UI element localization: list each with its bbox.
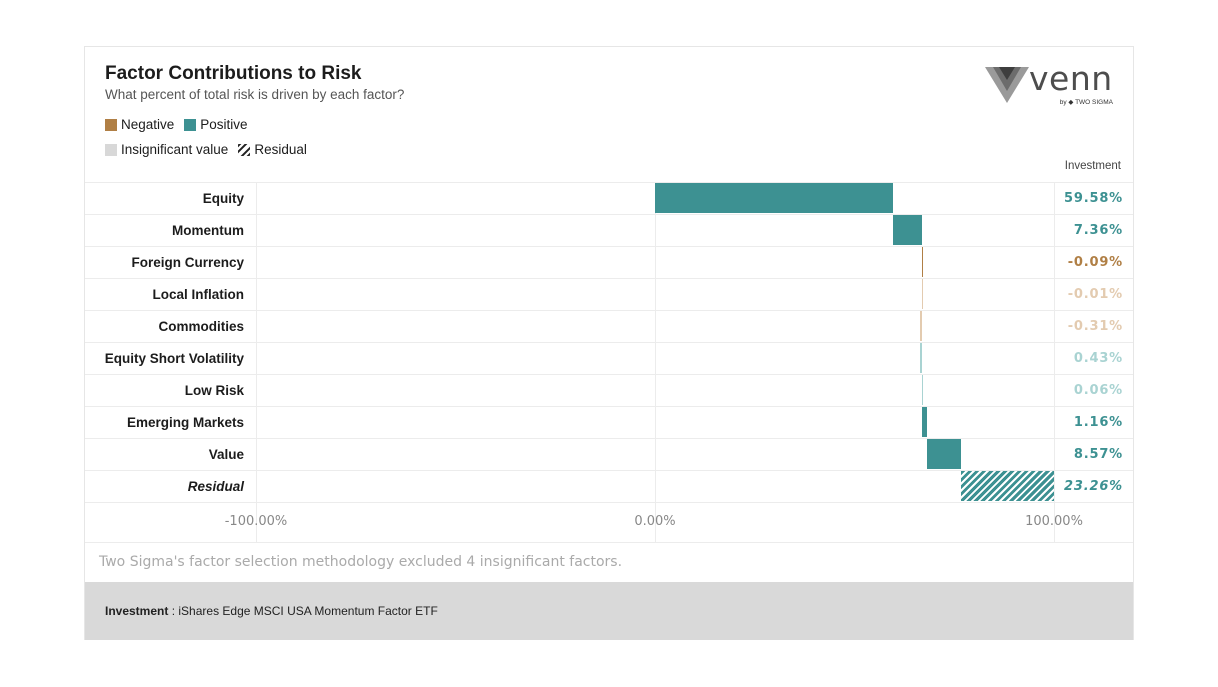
factor-label: Local Inflation — [152, 287, 244, 302]
bar-equity[interactable] — [655, 183, 893, 213]
logo-wordmark: venn — [1029, 59, 1113, 98]
bar-commodities[interactable] — [920, 311, 922, 341]
legend-insignificant-label: Insignificant value — [121, 142, 229, 157]
residual-hatch-icon — [238, 143, 251, 156]
factor-value: -0.01% — [1067, 287, 1123, 302]
factor-value: -0.31% — [1067, 319, 1123, 334]
factor-row[interactable]: Momentum 7.36% — [85, 214, 1133, 246]
gridline-1 — [655, 182, 656, 542]
venn-logo: venn by ◆ TWO SIGMA — [985, 59, 1115, 109]
factor-label: Residual — [187, 479, 244, 494]
footnote: Two Sigma's factor selection methodology… — [99, 554, 623, 570]
bar-momentum[interactable] — [892, 215, 923, 245]
factor-label: Foreign Currency — [131, 255, 244, 270]
legend-positive-label: Positive — [200, 117, 248, 132]
factor-value: 7.36% — [1073, 223, 1123, 238]
bar-value[interactable] — [927, 439, 962, 469]
column-header-investment: Investment — [1064, 160, 1121, 172]
chart-card: Factor Contributions to Risk What percen… — [84, 46, 1134, 640]
footer-separator: : — [168, 604, 179, 618]
bar-local-inflation[interactable] — [921, 279, 923, 309]
factor-row[interactable]: Value 8.57% — [85, 438, 1133, 470]
factor-value: 1.16% — [1073, 415, 1123, 430]
insignificant-swatch-icon — [105, 143, 117, 156]
factor-row[interactable]: Residual 23.26% — [85, 470, 1133, 502]
legend-insignificant[interactable]: Insignificant value — [105, 142, 228, 157]
factor-row[interactable]: Local Inflation -0.01% — [85, 278, 1133, 310]
x-tick-label: 0.00% — [634, 514, 676, 529]
factor-row[interactable]: Commodities -0.31% — [85, 310, 1133, 342]
footer-label: Investment — [105, 604, 169, 618]
venn-logo-icon — [985, 67, 1029, 103]
footer-bar: Investment : iShares Edge MSCI USA Momen… — [85, 582, 1133, 640]
factor-value: 8.57% — [1073, 447, 1123, 462]
legend-negative-label: Negative — [121, 117, 175, 132]
factor-value: 59.58% — [1064, 191, 1123, 206]
bar-emerging-markets[interactable] — [922, 407, 928, 437]
x-tick-label: -100.00% — [224, 514, 288, 529]
factor-label: Value — [208, 447, 244, 462]
factor-row[interactable]: Equity 59.58% — [85, 182, 1133, 214]
logo-byline: by ◆ TWO SIGMA — [1059, 99, 1113, 106]
chart-subtitle: What percent of total risk is driven by … — [105, 87, 405, 102]
factor-label: Emerging Markets — [126, 415, 244, 430]
gridline-2 — [1054, 182, 1055, 542]
legend-residual[interactable]: Residual — [238, 142, 307, 157]
factor-label: Momentum — [172, 223, 244, 238]
gridline-0 — [256, 182, 257, 542]
factor-label: Commodities — [158, 319, 244, 334]
bar-equity-short-volatility[interactable] — [920, 343, 923, 373]
factor-value: 0.06% — [1073, 383, 1123, 398]
factor-row[interactable]: Equity Short Volatility 0.43% — [85, 342, 1133, 374]
factor-label: Equity Short Volatility — [104, 351, 244, 366]
factor-value: -0.09% — [1067, 255, 1123, 270]
legend-row-1: Negative Positive — [105, 117, 258, 132]
bar-low-risk[interactable] — [922, 375, 924, 405]
factor-row[interactable]: Foreign Currency -0.09% — [85, 246, 1133, 278]
chart-title: Factor Contributions to Risk — [105, 63, 362, 84]
factor-label: Low Risk — [184, 383, 244, 398]
factor-value: 23.26% — [1064, 479, 1123, 494]
axis-bottom-border — [85, 542, 1133, 543]
positive-swatch-icon — [184, 118, 197, 131]
footer-investment-name: iShares Edge MSCI USA Momentum Factor ET… — [178, 604, 438, 618]
x-tick-label: 100.00% — [1025, 514, 1083, 529]
legend-positive[interactable]: Positive — [184, 117, 248, 132]
factor-label: Equity — [202, 191, 244, 206]
factor-row[interactable]: Low Risk 0.06% — [85, 374, 1133, 406]
legend-residual-label: Residual — [254, 142, 307, 157]
negative-swatch-icon — [105, 118, 117, 131]
legend-row-2: Insignificant value Residual — [105, 142, 317, 157]
legend-negative[interactable]: Negative — [105, 117, 174, 132]
factor-value: 0.43% — [1073, 351, 1123, 366]
factor-row[interactable]: Emerging Markets 1.16% — [85, 406, 1133, 438]
bar-foreign-currency[interactable] — [921, 247, 923, 277]
rows-bottom-border — [85, 502, 1133, 503]
bar-residual[interactable] — [961, 471, 1055, 501]
footer-text: Investment : iShares Edge MSCI USA Momen… — [105, 604, 438, 618]
